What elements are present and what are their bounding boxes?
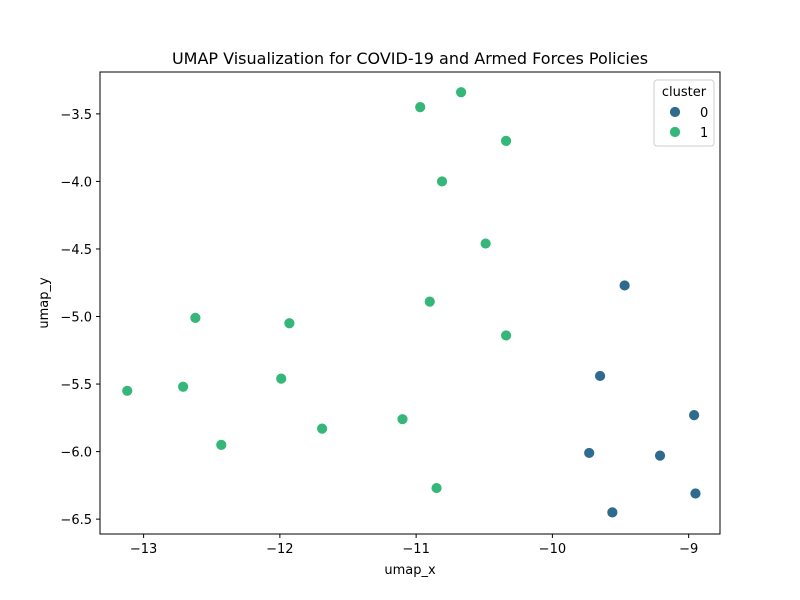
data-point-cluster-0: [606, 506, 619, 519]
x-axis-label: umap_x: [384, 563, 436, 578]
legend: cluster 0 1: [653, 79, 715, 147]
x-tick-label: −12: [266, 542, 293, 557]
data-point-cluster-0: [583, 447, 596, 459]
data-point-cluster-0: [594, 370, 606, 382]
chart-title: UMAP Visualization for COVID-19 and Arme…: [172, 49, 648, 68]
y-tick-label: −4.0: [60, 175, 92, 190]
y-tick-label: −3.5: [60, 108, 92, 123]
data-point-cluster-0: [618, 279, 631, 292]
legend-box: [653, 79, 715, 147]
y-axis-label: umap_y: [37, 277, 52, 329]
y-tick-label: −6.0: [60, 446, 92, 461]
x-tick-label: −13: [130, 542, 157, 557]
legend-label-0: 0: [700, 106, 708, 121]
y-tick-label: −4.5: [60, 243, 92, 258]
data-point-cluster-1: [430, 482, 443, 494]
legend-title: cluster: [662, 85, 707, 100]
data-point-cluster-1: [121, 384, 134, 397]
y-tick-label: −5.0: [60, 311, 92, 326]
data-point-cluster-1: [189, 311, 202, 324]
data-point-cluster-1: [414, 101, 427, 114]
x-tick-label: −10: [539, 542, 566, 557]
plot-frame: [99, 71, 721, 535]
data-point-cluster-1: [275, 372, 288, 385]
data-point-cluster-1: [283, 317, 296, 330]
data-point-cluster-1: [500, 134, 512, 147]
data-point-cluster-1: [455, 86, 467, 99]
x-tick-label: −9: [679, 542, 698, 557]
data-point-cluster-1: [316, 422, 329, 435]
data-point-cluster-0: [654, 449, 666, 462]
data-point-cluster-1: [215, 438, 228, 451]
data-point-cluster-1: [177, 380, 190, 393]
points-layer: [121, 86, 702, 519]
legend-marker-1: [669, 126, 681, 138]
x-axis: −13 −12 −11 −10 −9: [130, 534, 698, 557]
data-point-cluster-1: [479, 237, 492, 250]
data-point-cluster-0: [689, 487, 702, 500]
legend-label-1: 1: [700, 126, 708, 141]
y-tick-label: −6.5: [60, 513, 92, 528]
x-tick-label: −11: [402, 542, 429, 557]
data-point-cluster-0: [688, 409, 701, 422]
data-point-cluster-1: [423, 295, 436, 308]
y-axis: −3.5 −4.0 −4.5 −5.0 −5.5 −6.0 −6.5: [60, 108, 100, 528]
legend-marker-0: [669, 106, 681, 118]
data-point-cluster-1: [436, 175, 448, 188]
y-tick-label: −5.5: [60, 378, 92, 393]
data-point-cluster-1: [396, 413, 409, 426]
data-point-cluster-1: [500, 329, 512, 342]
